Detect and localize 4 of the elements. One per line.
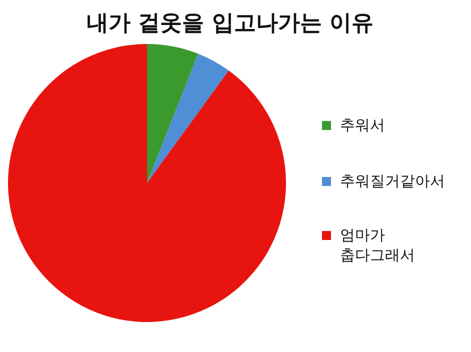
chart-title: 내가 겉옷을 입고나가는 이유 [86,11,374,36]
legend-label: 추워질거같아서 [340,172,445,190]
legend-label: 엄마가 춥다그래서 [340,226,415,264]
legend-label: 추워서 [340,116,385,134]
